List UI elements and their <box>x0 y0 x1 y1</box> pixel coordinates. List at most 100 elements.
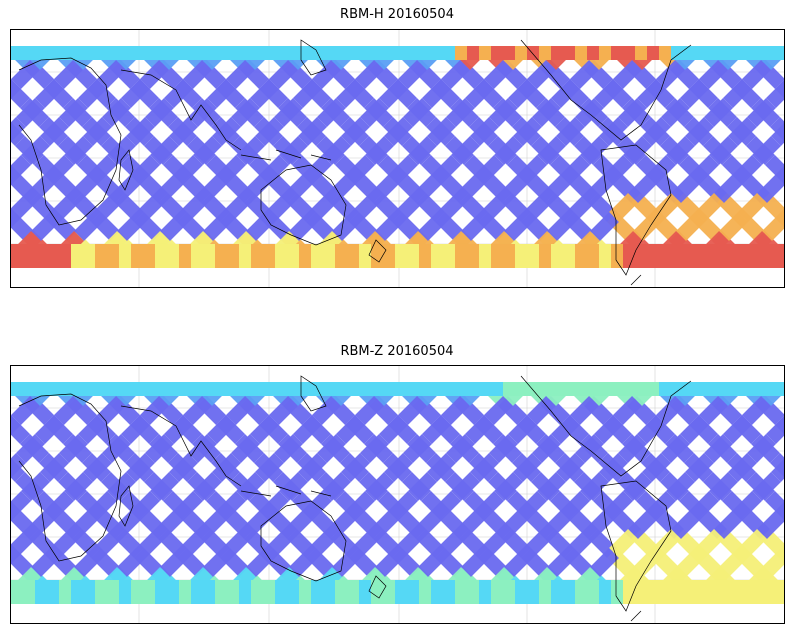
swath-segment <box>50 193 79 222</box>
swath-segment <box>479 580 491 604</box>
swath-segment <box>226 396 255 425</box>
swath-segment <box>31 548 60 577</box>
swath-segment <box>26 174 55 203</box>
swath-segment <box>203 382 215 396</box>
swath-segment <box>676 212 705 241</box>
swath-segment <box>618 434 647 463</box>
swath-segment <box>575 98 604 127</box>
swath-segment <box>150 472 179 501</box>
swath-segment <box>155 244 167 268</box>
coastline <box>18 393 122 562</box>
swath-segment <box>743 244 755 268</box>
swath-segment <box>395 244 407 268</box>
swath-segment <box>16 434 45 463</box>
swath-segment <box>431 580 443 604</box>
swath-segment <box>35 415 64 444</box>
swath-segment <box>419 46 431 60</box>
swath-segment <box>198 174 227 203</box>
coastline <box>240 485 332 497</box>
swath-segment <box>255 453 284 482</box>
swath-segment <box>279 472 308 501</box>
swath-segment <box>432 491 461 520</box>
swath-segment <box>647 382 659 396</box>
swath-segment <box>78 415 107 444</box>
swath-segment <box>503 244 515 268</box>
swath-segment <box>136 529 165 558</box>
swath-segment <box>126 117 155 146</box>
swath-segment <box>236 472 265 501</box>
swath-segment <box>107 136 136 165</box>
swath-segment <box>683 244 695 268</box>
swath-segment <box>513 117 542 146</box>
swath-segment <box>379 415 408 444</box>
swath-segment <box>456 510 485 539</box>
swath-segment <box>40 453 69 482</box>
swath-segment <box>465 79 494 108</box>
swath-segment <box>398 60 427 89</box>
swath-segment <box>723 79 752 108</box>
swath-segment <box>733 491 762 520</box>
swath-segment <box>287 580 299 604</box>
swath-segment <box>112 174 141 203</box>
swath-segment <box>537 136 566 165</box>
swath-segment <box>407 382 419 396</box>
swath-segment <box>93 529 122 558</box>
swath-segment <box>332 212 361 241</box>
swath-segment <box>441 396 470 425</box>
swath-segment <box>263 244 275 268</box>
swath-segment <box>515 580 527 604</box>
swath-segment <box>539 580 551 604</box>
swath-segment <box>59 382 71 396</box>
swath-segment <box>47 244 59 268</box>
swath-segment <box>714 174 743 203</box>
swath-segment <box>779 46 784 60</box>
swath-segment <box>241 174 270 203</box>
swath-segment <box>767 244 779 268</box>
swath-segment <box>160 212 189 241</box>
swath-segment <box>613 396 642 425</box>
swath-segment <box>527 60 556 89</box>
swath-segment <box>107 46 119 60</box>
swath-segment <box>360 434 389 463</box>
swath-segment <box>628 174 657 203</box>
swath-segment <box>179 382 191 396</box>
swath-map-rbm-h <box>11 30 784 287</box>
swath-segment <box>563 244 575 268</box>
swath-segment <box>455 382 467 396</box>
swath-segment <box>239 46 251 60</box>
swath-segment <box>83 580 95 604</box>
swath-segment <box>311 382 323 396</box>
swath-segment <box>566 193 595 222</box>
swath-segment <box>167 580 179 604</box>
swath-segment <box>480 193 509 222</box>
swath-segment <box>269 60 298 89</box>
swath-segment <box>275 382 287 396</box>
swath-segment <box>766 80 784 108</box>
swath-segment <box>64 136 93 165</box>
swath-segment <box>723 415 752 444</box>
swath-segment <box>215 580 227 604</box>
swath-segment <box>389 155 418 184</box>
swath-segment <box>347 244 359 268</box>
swath-segment <box>563 382 575 396</box>
swath-segment <box>255 117 284 146</box>
swath-segment <box>143 46 155 60</box>
swath-segment <box>59 580 71 604</box>
swath-segment <box>74 212 103 241</box>
swath-segment <box>623 472 652 501</box>
swath-segment <box>408 472 437 501</box>
swath-segment <box>298 453 327 482</box>
swath-segment <box>260 155 289 184</box>
swath-segment <box>335 244 347 268</box>
swath-segment <box>384 117 413 146</box>
swath-segment <box>609 529 638 558</box>
swath-segment <box>395 46 407 60</box>
swath-segment <box>470 453 499 482</box>
swath-segment <box>351 529 380 558</box>
swath-segment <box>779 382 784 396</box>
swath-segment <box>88 491 117 520</box>
swath-segment <box>191 244 203 268</box>
swath-segment <box>465 415 494 444</box>
swath-segment <box>102 98 131 127</box>
swath-segment <box>757 174 784 203</box>
